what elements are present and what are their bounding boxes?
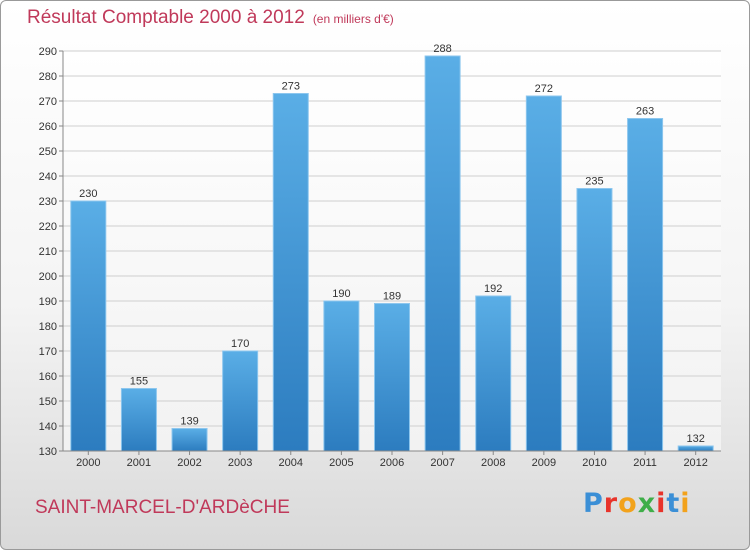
data-label-2000: 230	[79, 188, 97, 200]
y-tick-label: 240	[39, 171, 57, 183]
bar-2007	[424, 55, 461, 452]
x-tick-label-2001: 2001	[127, 457, 151, 469]
y-tick-label: 150	[39, 396, 57, 408]
logo-letter: i	[656, 488, 667, 519]
y-tick-label: 230	[39, 196, 57, 208]
y-tick-label: 260	[39, 121, 57, 133]
y-tick-label: 250	[39, 146, 57, 158]
data-label-2008: 192	[484, 283, 502, 295]
x-tick-label-2007: 2007	[430, 457, 454, 469]
x-tick-label-2011: 2011	[633, 457, 657, 469]
x-tick-label-2005: 2005	[329, 457, 353, 469]
logo-letter: r	[603, 488, 619, 519]
x-tick-label-2006: 2006	[380, 457, 404, 469]
y-tick-label: 280	[39, 71, 57, 83]
data-label-2011: 263	[636, 106, 654, 118]
y-tick-label: 160	[39, 371, 57, 383]
bar-2004	[272, 93, 309, 452]
data-label-2004: 273	[282, 81, 300, 93]
y-tick-label: 210	[39, 246, 57, 258]
x-tick-label-2008: 2008	[481, 457, 505, 469]
data-label-2007: 288	[433, 43, 451, 55]
x-tick-label-2000: 2000	[76, 457, 100, 469]
data-label-2006: 189	[383, 291, 401, 303]
y-tick-label: 170	[39, 346, 57, 358]
logo-letter: t	[666, 488, 681, 519]
x-tick-label-2003: 2003	[228, 457, 252, 469]
y-tick-label: 220	[39, 221, 57, 233]
logo-letter: P	[583, 488, 604, 519]
bar-2005	[323, 300, 360, 452]
bar-2008	[475, 295, 512, 452]
y-tick-label: 270	[39, 96, 57, 108]
data-label-2003: 170	[231, 338, 249, 350]
data-label-2005: 190	[332, 288, 350, 300]
chart-title: Résultat Comptable 2000 à 2012 (en millie…	[27, 7, 394, 29]
bar-2010	[576, 188, 613, 452]
x-tick-label-2004: 2004	[279, 457, 303, 469]
y-tick-label: 130	[39, 446, 57, 458]
y-tick-label: 180	[39, 321, 57, 333]
y-tick-label: 200	[39, 271, 57, 283]
bar-2011	[627, 118, 664, 452]
data-label-2010: 235	[585, 176, 603, 188]
x-tick-label-2009: 2009	[532, 457, 556, 469]
data-label-2012: 132	[687, 433, 705, 445]
logo-letter: i	[680, 488, 691, 519]
commune-name: SAINT-MARCEL-D'ARDèCHE	[35, 497, 290, 518]
x-tick-label-2002: 2002	[177, 457, 201, 469]
y-tick-label: 190	[39, 296, 57, 308]
x-tick-label-2010: 2010	[582, 457, 606, 469]
logo-letter: x	[637, 488, 657, 519]
y-tick-label: 140	[39, 421, 57, 433]
data-label-2009: 272	[535, 83, 553, 95]
data-label-2002: 139	[180, 416, 198, 428]
bar-2012	[677, 445, 714, 452]
bar-2000	[70, 200, 107, 452]
bar-2009	[525, 95, 562, 452]
bar-2006	[374, 303, 410, 452]
chart-subtitle: (en milliers d'€)	[312, 12, 394, 26]
data-label-2001: 155	[130, 376, 148, 388]
proxiti-logo: Proxiti	[583, 488, 691, 519]
bar-2002	[171, 428, 208, 452]
logo-letter: o	[618, 488, 638, 519]
y-tick-label: 290	[39, 46, 57, 58]
bar-2003	[222, 350, 259, 452]
title-text: Résultat Comptable 2000 à 2012	[27, 7, 305, 28]
bar-2001	[120, 388, 157, 452]
x-tick-label-2012: 2012	[683, 457, 707, 469]
